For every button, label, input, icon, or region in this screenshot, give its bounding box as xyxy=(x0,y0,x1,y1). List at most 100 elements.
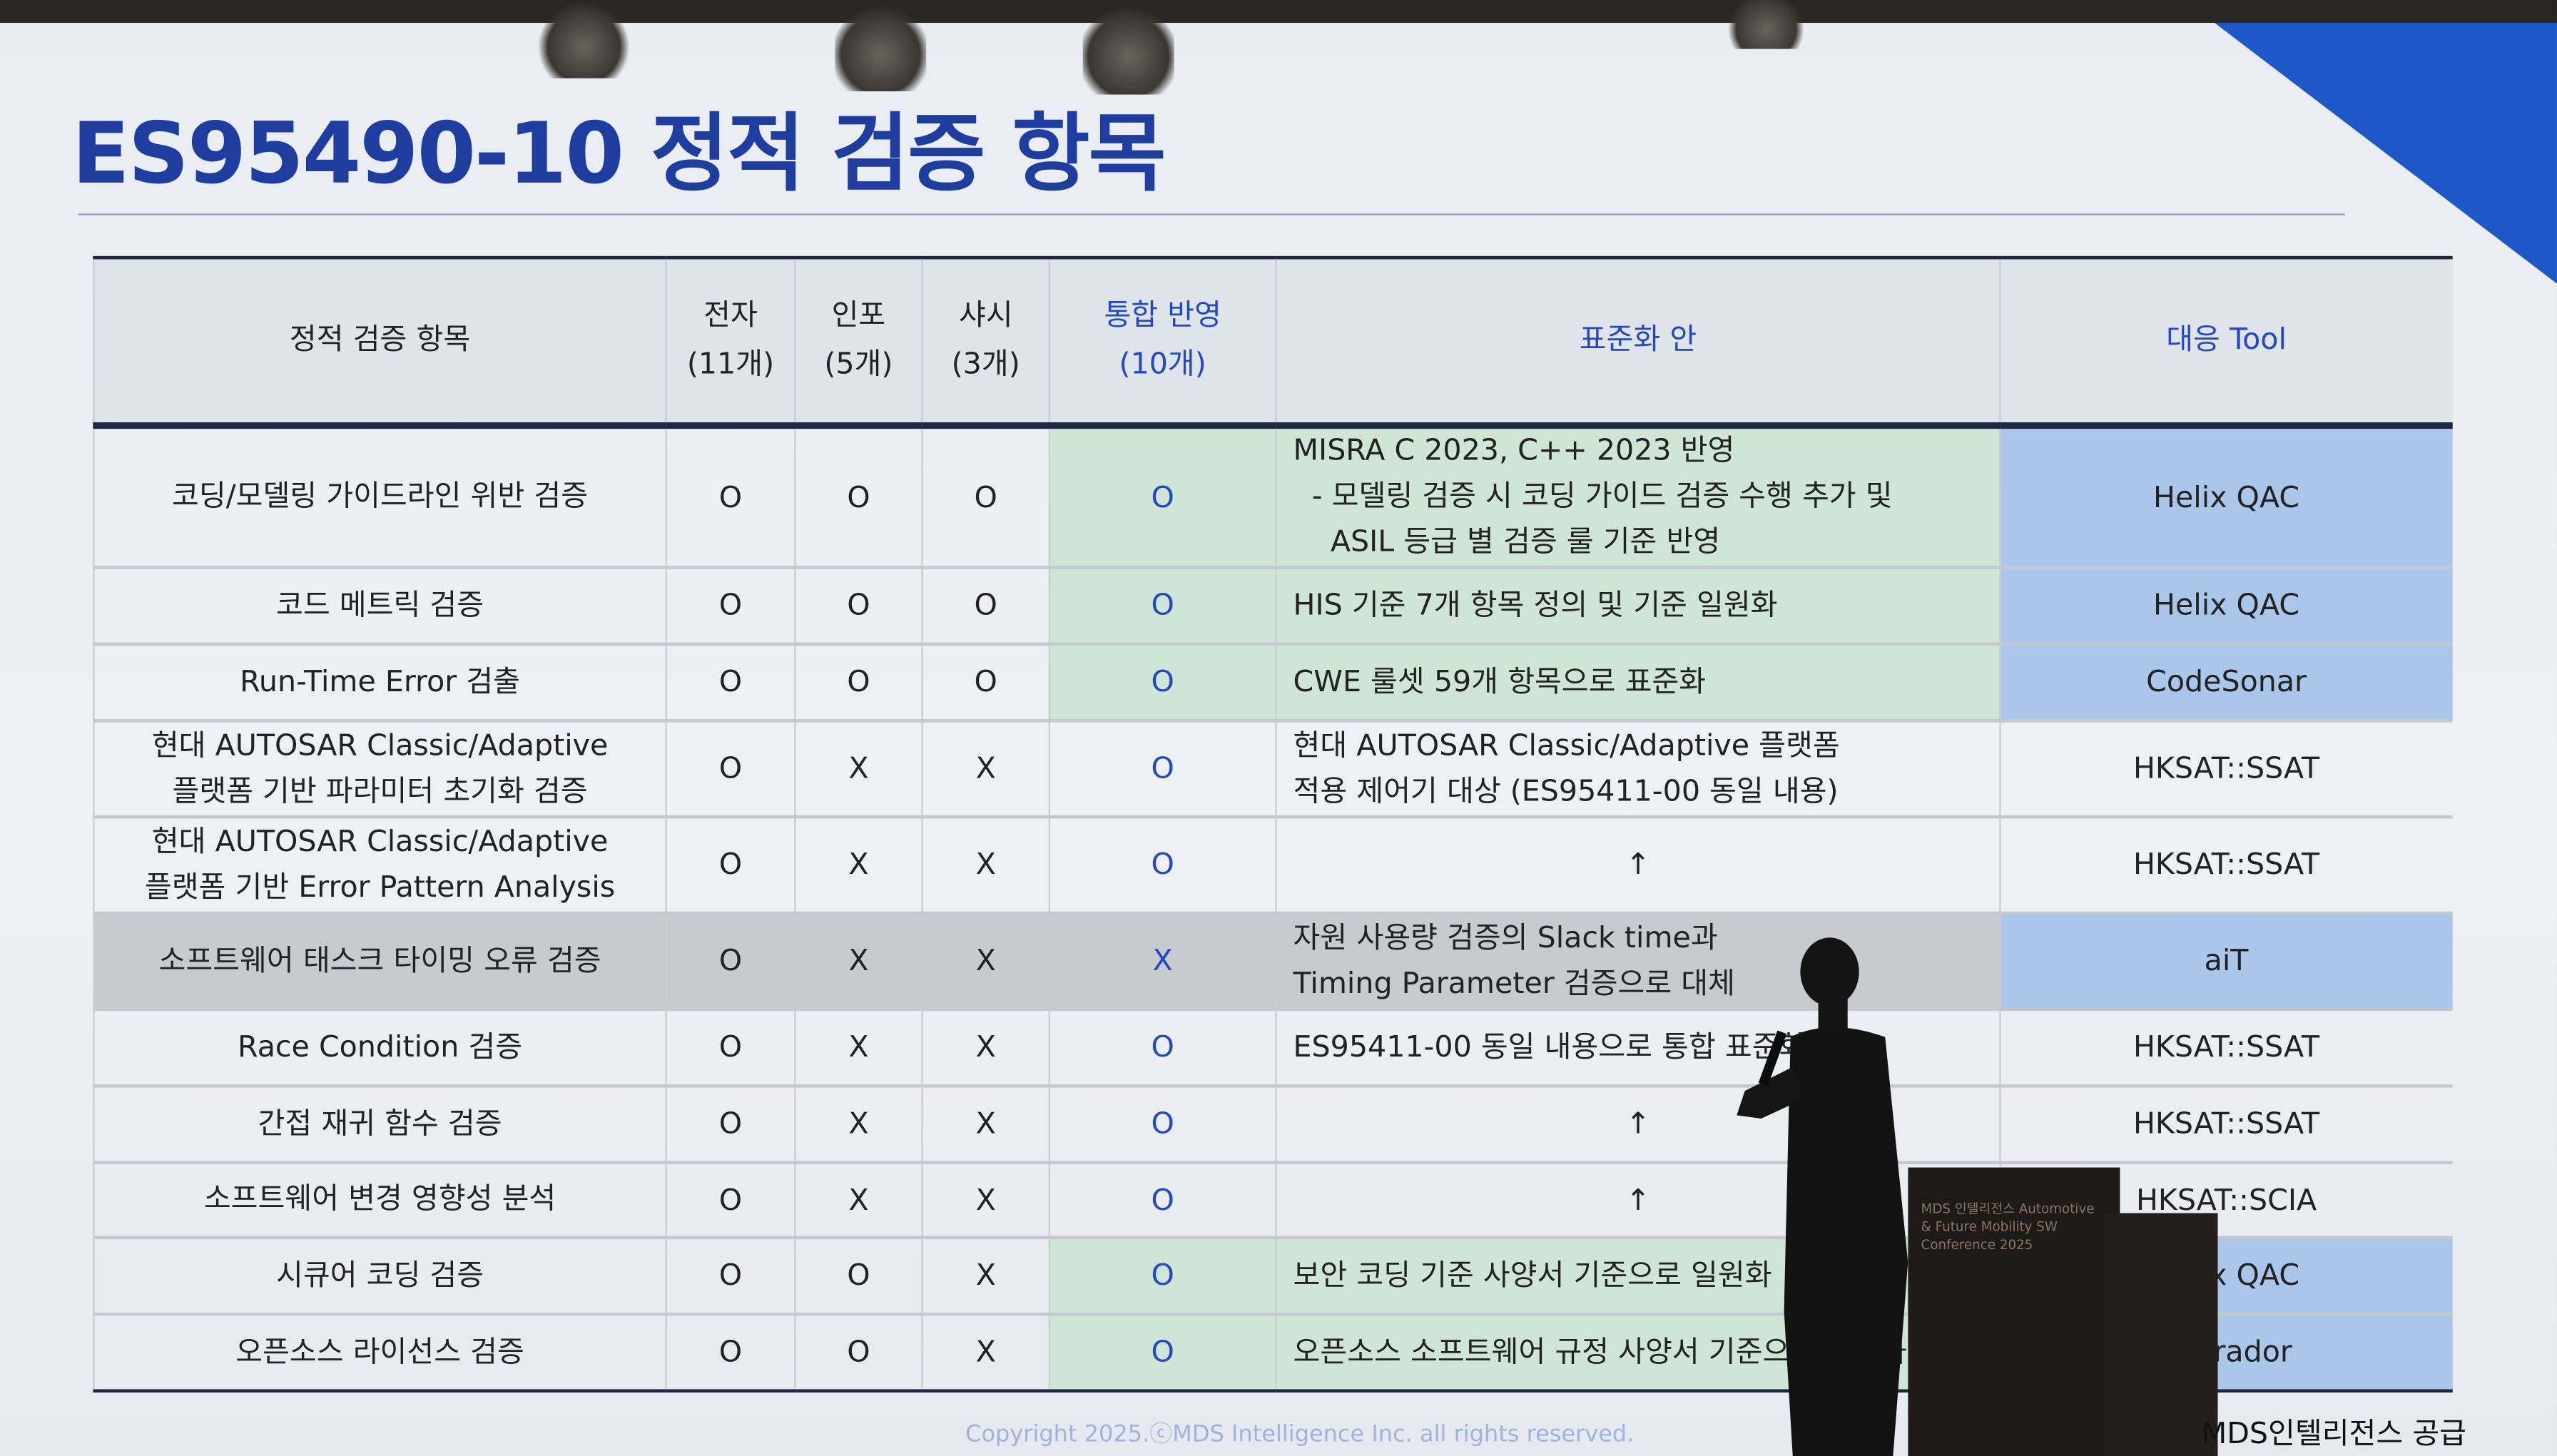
cell-line: 시큐어 코딩 검증 xyxy=(275,1258,484,1293)
column-header: 샤시 (3개) xyxy=(921,255,1049,429)
supply-note: MDS인텔리전스 공급 xyxy=(2201,1417,2467,1452)
cell-mark: O xyxy=(665,817,795,915)
cell-mark: O xyxy=(794,425,922,569)
cell-integration: O xyxy=(1048,643,1276,723)
table-row: 코딩/모델링 가이드라인 위반 검증 O O O O MISRA C 2023, C++ … xyxy=(93,425,2452,569)
cell-integration: O xyxy=(1048,567,1276,646)
table-row: Race Condition 검증 O X X O ES95411-00 동일 내용으로 … xyxy=(93,1009,2452,1088)
cell-line: 자원 사용량 검증의 Slack time과 xyxy=(1293,920,1718,955)
cell-line: - 모델링 검증 시 코딩 가이드 검증 수행 추가 및 xyxy=(1293,479,1893,514)
cell-mark: O xyxy=(921,643,1049,723)
header-label: 전자 xyxy=(703,298,758,333)
column-header: 전자 (11개) xyxy=(665,255,795,429)
cell-integration: O xyxy=(1048,1237,1276,1316)
cell-integration: O xyxy=(1048,1162,1276,1240)
cell-tool: HKSAT::SSAT xyxy=(1999,721,2452,819)
header-label: 대응 Tool xyxy=(2166,322,2287,357)
ceiling xyxy=(0,0,2557,23)
cell-tool: HKSAT::SSAT xyxy=(1999,817,2452,915)
cell-tool: Helix QAC xyxy=(1999,567,2452,646)
table-row: 소프트웨어 태스크 타이밍 오류 검증 O X X X 자원 사용량 검증의 Slack … xyxy=(93,912,2452,1012)
cell-line: CWE 룰셋 59개 항목으로 표준화 xyxy=(1293,664,1707,699)
cell-mark: X xyxy=(794,817,922,915)
header-label: 샤시 xyxy=(958,298,1013,333)
cell-tool: aiT xyxy=(1999,912,2452,1012)
copyright-text: Copyright 2025.ⓒMDS Intelligence Inc. al… xyxy=(965,1422,1635,1448)
cell-tool: HKSAT::SSAT xyxy=(1999,1009,2452,1088)
column-header: 통합 반영 (10개) xyxy=(1048,255,1276,429)
cell-mark: X xyxy=(794,1086,922,1164)
header-label: 정적 검증 항목 xyxy=(289,322,471,357)
cell-line: 간접 재귀 함수 검증 xyxy=(258,1106,502,1141)
cell-item: 소프트웨어 변경 영향성 분석 xyxy=(93,1162,666,1240)
stage-light xyxy=(1082,0,1174,95)
stage-light xyxy=(538,0,630,78)
cell-item: Run-Time Error 검출 xyxy=(93,643,666,723)
cell-item: 시큐어 코딩 검증 xyxy=(93,1237,666,1316)
table-row: 코드 메트릭 검증 O O O O HIS 기준 7개 항목 정의 및 기준 일원화 Hel… xyxy=(93,567,2452,646)
cell-mark: O xyxy=(921,425,1049,569)
cell-mark: O xyxy=(665,1086,795,1164)
cell-standard: MISRA C 2023, C++ 2023 반영 - 모델링 검증 시 코딩 … xyxy=(1275,425,2001,569)
cell-item: 현대 AUTOSAR Classic/Adaptive 플랫폼 기반 파라미터 초… xyxy=(93,721,666,819)
cell-integration: X xyxy=(1048,912,1276,1012)
cell-line: 소프트웨어 변경 영향성 분석 xyxy=(203,1182,556,1217)
column-header: 인포 (5개) xyxy=(794,255,922,429)
cell-mark: O xyxy=(665,567,795,646)
cell-line: ASIL 등급 별 검증 룰 기준 반영 xyxy=(1293,524,1721,559)
cell-mark: O xyxy=(794,643,922,723)
header-count: (11개) xyxy=(686,347,775,382)
cell-integration: O xyxy=(1048,1086,1276,1164)
cell-line: 현대 AUTOSAR Classic/Adaptive xyxy=(151,824,609,859)
column-header: 표준화 안 xyxy=(1275,255,2001,429)
cell-line: 소프트웨어 태스크 타이밍 오류 검증 xyxy=(158,943,601,978)
cell-line: 코딩/모델링 가이드라인 위반 검증 xyxy=(172,479,589,514)
cell-mark: X xyxy=(921,721,1049,819)
cell-mark: X xyxy=(921,1086,1049,1164)
cell-line: 적용 제어기 대상 (ES95411-00 동일 내용) xyxy=(1293,773,1839,808)
cell-mark: X xyxy=(921,1314,1049,1393)
table-row: Run-Time Error 검출 O O O O CWE 룰셋 59개 항목으로 표준화… xyxy=(93,643,2452,723)
cell-line: 보안 코딩 기준 사양서 기준으로 일원화 xyxy=(1293,1258,1772,1293)
cell-integration: O xyxy=(1048,1314,1276,1393)
cell-tool: HKSAT::SSAT xyxy=(1999,1086,2452,1164)
cell-tool: CodeSonar xyxy=(1999,643,2452,723)
cell-mark: O xyxy=(921,567,1049,646)
cell-mark: O xyxy=(665,912,795,1012)
cell-item: 간접 재귀 함수 검증 xyxy=(93,1086,666,1164)
cell-item: 소프트웨어 태스크 타이밍 오류 검증 xyxy=(93,912,666,1012)
header-count: (3개) xyxy=(951,347,1020,382)
cell-mark: X xyxy=(794,721,922,819)
cell-line: ES95411-00 동일 내용으로 통합 표준화 xyxy=(1293,1029,1806,1064)
cell-integration: O xyxy=(1048,1009,1276,1088)
cell-mark: X xyxy=(921,817,1049,915)
cell-mark: X xyxy=(921,912,1049,1012)
header-label: 통합 반영 xyxy=(1104,298,1221,333)
table-row: 현대 AUTOSAR Classic/Adaptive 플랫폼 기반 파라미터 초… xyxy=(93,721,2452,819)
cell-mark: O xyxy=(794,567,922,646)
cell-line: 코드 메트릭 검증 xyxy=(275,587,484,622)
header-count: (10개) xyxy=(1119,347,1206,382)
corner-accent xyxy=(2214,22,2557,284)
cell-line: Race Condition 검증 xyxy=(238,1029,523,1064)
cell-standard: CWE 룰셋 59개 항목으로 표준화 xyxy=(1275,643,2001,723)
cell-mark: X xyxy=(921,1009,1049,1088)
cell-standard: HIS 기준 7개 항목 정의 및 기준 일원화 xyxy=(1275,567,2001,646)
cell-integration: O xyxy=(1048,721,1276,819)
slide-title: ES95490-10 정적 검증 항목 xyxy=(71,106,1166,204)
cell-line: ↑ xyxy=(1625,1106,1651,1141)
cell-mark: X xyxy=(921,1237,1049,1316)
cell-mark: O xyxy=(665,721,795,819)
cell-line: 현대 AUTOSAR Classic/Adaptive 플랫폼 xyxy=(1293,728,1840,763)
column-header: 대응 Tool xyxy=(1999,255,2452,429)
title-divider xyxy=(78,213,2345,215)
podium xyxy=(1908,1167,2218,1456)
cell-line: MISRA C 2023, C++ 2023 반영 xyxy=(1293,433,1735,468)
cell-item: 코드 메트릭 검증 xyxy=(93,567,666,646)
cell-mark: O xyxy=(665,1162,795,1240)
stage-light xyxy=(835,0,927,91)
cell-line: ↑ xyxy=(1625,1183,1651,1218)
header-label: 인포 xyxy=(831,298,886,333)
